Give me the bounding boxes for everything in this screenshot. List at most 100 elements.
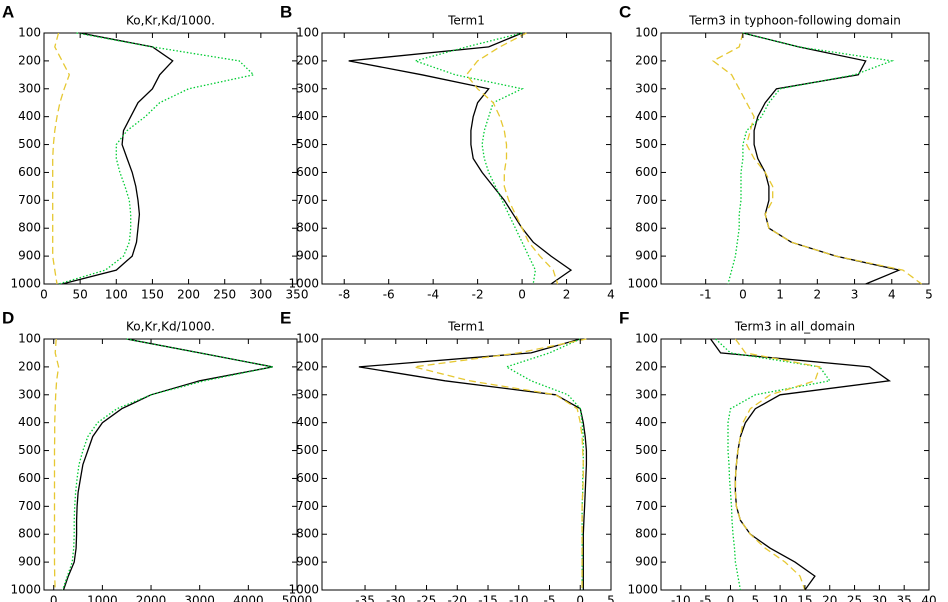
y-tick-label: 500 (296, 443, 319, 457)
y-tick-label: 1000 (288, 277, 319, 291)
x-tick-label: 0 (40, 288, 48, 302)
profile-line (58, 32, 255, 285)
y-tick-label: 1000 (627, 583, 658, 597)
y-tick-label: 400 (635, 109, 658, 123)
x-tick-label: 0 (727, 594, 735, 602)
x-tick-label: 5 (607, 594, 615, 602)
x-tick-label: 250 (213, 288, 236, 302)
profile-line (727, 32, 895, 285)
profile-line (465, 32, 559, 285)
panel-letter: D (2, 308, 14, 327)
y-tick-label: 200 (18, 53, 41, 67)
y-tick-label: 100 (18, 26, 41, 40)
panel-title: Term3 in all_domain (734, 320, 855, 334)
plot-frame (43, 32, 298, 285)
y-tick-label: 900 (296, 249, 319, 263)
x-tick-label: 25 (847, 594, 862, 602)
panel-letter: E (280, 308, 291, 327)
y-tick-label: 1000 (10, 583, 41, 597)
x-tick-label: -20 (447, 594, 467, 602)
y-tick-label: 700 (18, 499, 41, 513)
y-tick-label: 1000 (10, 277, 41, 291)
y-tick-label: 200 (635, 359, 658, 373)
x-tick-label: 4 (888, 288, 896, 302)
profile-line (413, 32, 537, 285)
profile-line (52, 32, 71, 285)
x-tick-label: 100 (105, 288, 128, 302)
x-tick-label: 300 (249, 288, 272, 302)
y-tick-label: 100 (296, 26, 319, 40)
x-tick-label: 350 (286, 288, 309, 302)
y-tick-label: 500 (635, 443, 658, 457)
x-tick-label: 30 (872, 594, 887, 602)
plot-frame (43, 338, 298, 591)
y-tick-label: 200 (635, 53, 658, 67)
y-tick-label: 100 (18, 332, 41, 346)
plot-frame (660, 338, 930, 591)
x-tick-label: -10 (509, 594, 529, 602)
x-tick-label: 2 (563, 288, 571, 302)
x-tick-label: -8 (338, 288, 350, 302)
profile-line (742, 32, 902, 285)
y-tick-label: 1000 (627, 277, 658, 291)
x-tick-label: -1 (700, 288, 712, 302)
y-tick-label: 900 (296, 555, 319, 569)
plot-frame (321, 32, 612, 285)
x-tick-label: -35 (355, 594, 375, 602)
y-tick-label: 300 (18, 81, 41, 95)
profile-line (734, 338, 821, 591)
y-tick-label: 900 (635, 249, 658, 263)
x-tick-label: -30 (386, 594, 406, 602)
x-tick-label: 5 (925, 288, 933, 302)
x-tick-label: -5 (700, 594, 712, 602)
y-tick-label: 1000 (288, 583, 319, 597)
profile-line (61, 32, 174, 285)
y-tick-label: 100 (296, 332, 319, 346)
y-tick-label: 300 (635, 81, 658, 95)
y-tick-label: 800 (296, 221, 319, 235)
y-tick-label: 900 (635, 555, 658, 569)
x-tick-label: -5 (544, 594, 556, 602)
profile-line (61, 338, 273, 591)
x-tick-label: -4 (427, 288, 439, 302)
profile-line (414, 338, 587, 590)
y-tick-label: 100 (635, 332, 658, 346)
y-tick-label: 700 (635, 193, 658, 207)
y-tick-label: 800 (635, 221, 658, 235)
y-tick-label: 500 (18, 443, 41, 457)
y-tick-label: 900 (18, 249, 41, 263)
x-tick-label: 2 (814, 288, 822, 302)
y-tick-label: 400 (18, 109, 41, 123)
panel-letter: B (280, 2, 292, 21)
y-tick-label: 800 (296, 527, 319, 541)
y-tick-label: 400 (635, 415, 658, 429)
panel-letter: A (2, 2, 14, 21)
profile-line (62, 338, 273, 591)
y-tick-label: 300 (18, 387, 41, 401)
panel-title: Term3 in typhoon-following domain (688, 14, 901, 28)
y-tick-label: 500 (635, 137, 658, 151)
x-tick-label: 50 (73, 288, 88, 302)
x-tick-label: 35 (897, 594, 912, 602)
x-tick-label: 1 (776, 288, 784, 302)
x-tick-label: 3000 (184, 594, 215, 602)
x-tick-label: 0 (518, 288, 526, 302)
y-tick-label: 600 (635, 165, 658, 179)
profile-line (710, 338, 892, 591)
y-tick-label: 600 (18, 471, 41, 485)
y-tick-label: 500 (296, 137, 319, 151)
profile-line (348, 32, 573, 285)
y-tick-label: 400 (296, 415, 319, 429)
x-tick-label: 200 (177, 288, 200, 302)
x-tick-label: -15 (478, 594, 498, 602)
x-tick-label: 150 (141, 288, 164, 302)
y-tick-label: 200 (18, 359, 41, 373)
y-tick-label: 800 (635, 527, 658, 541)
panel-title: Ko,Kr,Kd/1000. (126, 320, 215, 334)
y-tick-label: 700 (635, 499, 658, 513)
panel-letter: C (619, 2, 631, 21)
y-tick-label: 600 (296, 471, 319, 485)
y-tick-label: 700 (18, 193, 41, 207)
x-tick-label: 5 (751, 594, 759, 602)
